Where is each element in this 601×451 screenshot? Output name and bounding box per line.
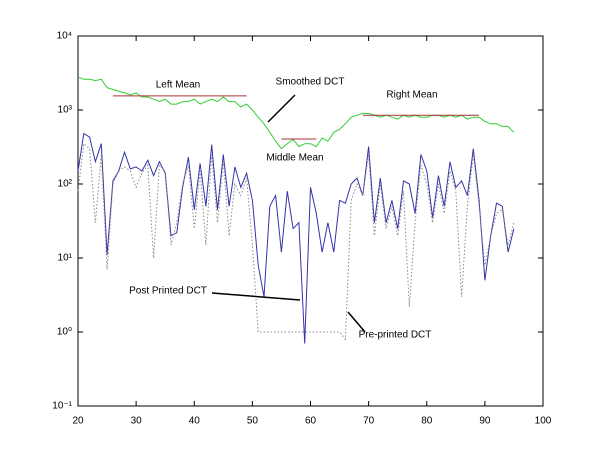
annotation-arrow [211, 292, 301, 301]
series-line [77, 142, 515, 341]
x-tick-label: 40 [189, 416, 201, 427]
x-tick-label: 30 [131, 416, 143, 427]
annotation: Post Printed DCT [129, 286, 207, 297]
annotation-arrow [267, 94, 296, 123]
y-tick-label: 10¹ [58, 253, 73, 264]
x-tick-label: 50 [247, 416, 259, 427]
annotation: Middle Mean [266, 153, 323, 164]
y-tick-label: 10² [58, 179, 73, 190]
series-line [77, 132, 515, 344]
annotation: Right Mean [386, 90, 437, 101]
annotation-arrow [347, 311, 366, 333]
x-tick-label: 100 [535, 416, 552, 427]
y-tick-label: 10³ [58, 105, 73, 116]
plot-area [77, 35, 544, 407]
x-tick-label: 90 [479, 416, 491, 427]
y-tick-label: 10⁴ [57, 31, 72, 42]
series-line [77, 76, 515, 150]
y-tick-label: 10⁻¹ [52, 401, 72, 412]
annotation: Smoothed DCT [276, 77, 345, 88]
x-tick-label: 60 [305, 416, 317, 427]
annotation: Pre-printed DCT [359, 330, 432, 341]
y-tick-label: 10⁰ [57, 327, 72, 338]
x-tick-label: 70 [363, 416, 375, 427]
x-tick-label: 20 [72, 416, 84, 427]
x-tick-label: 80 [421, 416, 433, 427]
annotation: Left Mean [156, 80, 200, 91]
